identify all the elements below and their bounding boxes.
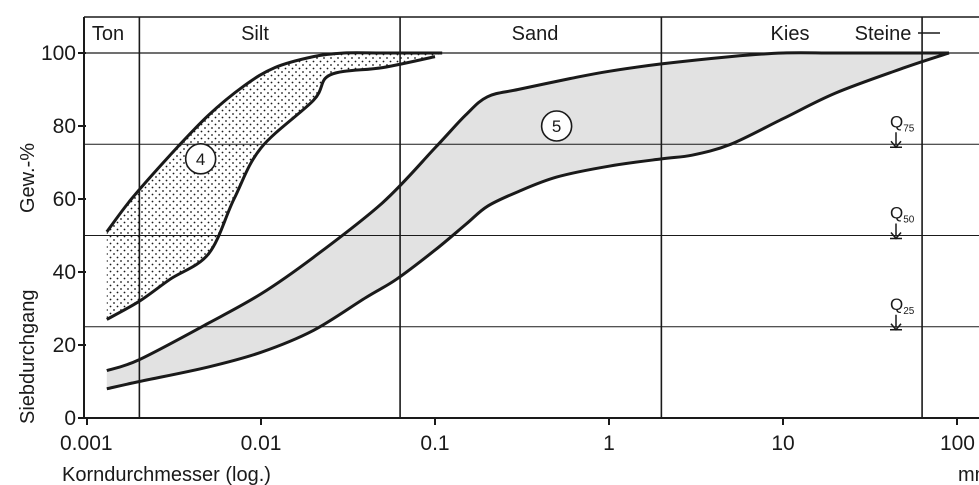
band-5-label-circle [540, 110, 573, 142]
y-tick-label-60: 60 [53, 188, 76, 211]
y-tick-label-0: 0 [64, 407, 76, 430]
quantile-label-q50: Q50 [890, 204, 915, 226]
curves-layer [105, 51, 950, 391]
zone-label-steine: Steine [855, 23, 912, 45]
zone-label-silt: Silt [241, 23, 269, 45]
band-4-label-circle [184, 143, 217, 175]
bands-layer [106, 52, 950, 389]
zone-label-kies: Kies [771, 23, 810, 45]
y-axis-label: Siebdurchgang [17, 289, 39, 424]
quantile-arrow-head-25 [890, 323, 902, 331]
quantile-subscript-25: 25 [903, 306, 915, 317]
band-5-area [106, 52, 950, 389]
x-tick-label-3: 1 [603, 432, 615, 455]
quantile-subscript-50: 50 [903, 215, 915, 226]
quantile-subscript-75: 75 [903, 123, 915, 134]
x-axis-label: Korndurchmesser (log.) [62, 464, 271, 485]
x-axis-unit: mm [958, 464, 979, 485]
zone-label-ton: Ton [92, 23, 124, 45]
y-tick-label-80: 80 [53, 115, 76, 138]
quantile-label-q75: Q75 [890, 112, 915, 134]
y-tick-label-40: 40 [53, 261, 76, 284]
quantile-label-q25: Q25 [890, 295, 915, 317]
band-4-upper-curve [105, 51, 443, 233]
band-4-lower-curve [106, 55, 436, 321]
frame-layer [78, 16, 979, 425]
y-tick-label-20: 20 [53, 334, 76, 357]
band-5-upper-curve [106, 51, 949, 373]
quantile-arrow-head-50 [890, 232, 902, 240]
band-5-lower-curve [106, 51, 950, 391]
grid-layer [84, 17, 979, 418]
y-tick-label-100: 100 [41, 42, 76, 65]
band-4-area [106, 52, 443, 320]
x-tick-label-1: 0.01 [241, 432, 282, 455]
x-tick-label-4: 10 [771, 432, 794, 455]
band-4-label: 4 [196, 150, 205, 169]
quantile-arrow-head-75 [890, 140, 902, 149]
x-tick-label-2: 0.1 [420, 432, 449, 455]
zone-label-sand: Sand [512, 23, 559, 45]
x-tick-label-0: 0.001 [60, 432, 113, 455]
band-5-label: 5 [552, 117, 561, 136]
y-axis-unit: Gew.-% [17, 143, 39, 213]
x-tick-label-5: 100 [940, 432, 975, 455]
